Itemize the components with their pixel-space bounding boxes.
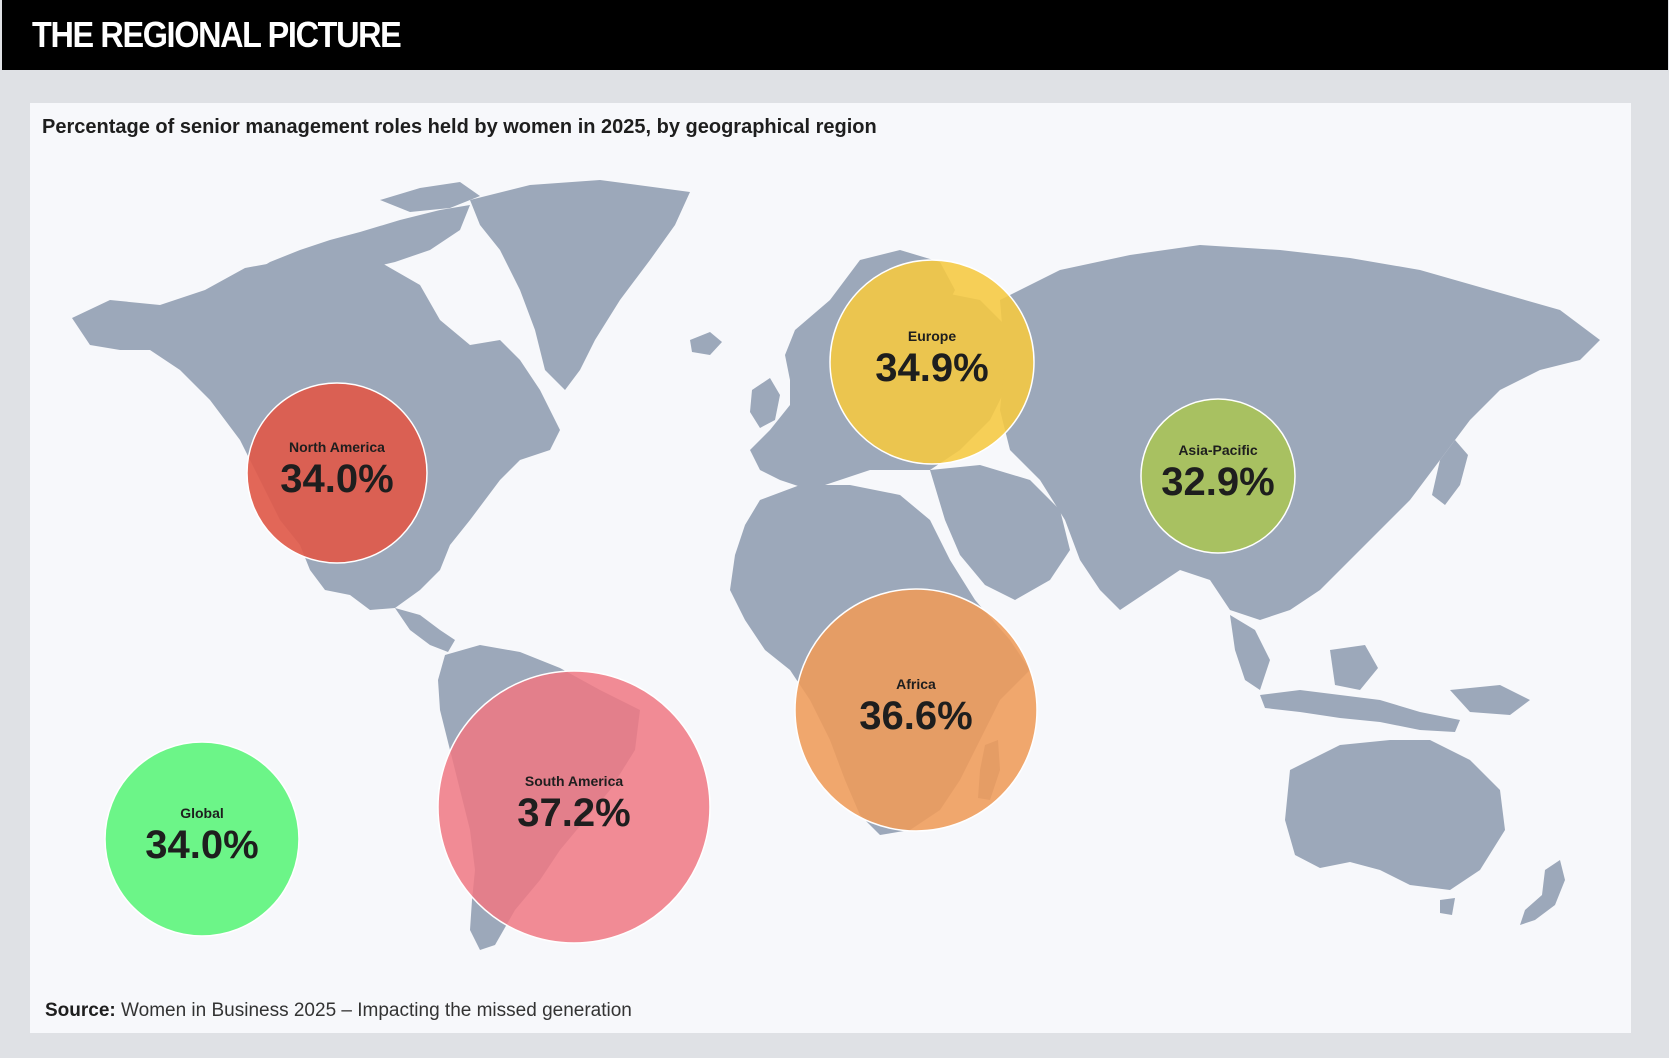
bubble-circle-north-america: [246, 382, 428, 564]
landmass-australia: [1285, 740, 1505, 890]
bubble-value-south-america: 37.2%: [517, 791, 630, 835]
source-note: Source: Women in Business 2025 – Impacti…: [45, 1000, 632, 1022]
bubble-circle-europe: [829, 259, 1035, 465]
landmass-asia: [1000, 245, 1600, 620]
landmass-uk: [750, 378, 780, 428]
bubble-europe: Europe 34.9%: [829, 259, 1035, 465]
header-title: THE REGIONAL PICTURE: [32, 14, 402, 55]
bubble-label-global: Global: [180, 805, 224, 821]
world-landmasses: [72, 180, 1600, 950]
bubble-asia-pacific: Asia-Pacific 32.9%: [1140, 398, 1296, 554]
header-bar: THE REGIONAL PICTURE: [2, 0, 1668, 70]
region-bubbles: North America 34.0% Europe 34.9% Asia-Pacifi…: [104, 259, 1296, 944]
landmass-japan: [1432, 440, 1468, 505]
landmass-new-guinea: [1450, 685, 1530, 715]
landmass-new-zealand: [1520, 860, 1565, 925]
bubble-circle-south-america: [437, 670, 711, 944]
bubble-global: Global 34.0%: [104, 741, 300, 937]
bubble-circle-africa: [794, 588, 1038, 832]
bubble-africa: Africa 36.6%: [794, 588, 1038, 832]
bubble-value-europe: 34.9%: [875, 346, 988, 390]
landmass-iceland: [690, 332, 722, 355]
landmass-arctic-islands-2: [380, 182, 480, 212]
landmass-central-america: [395, 608, 455, 652]
bubble-north-america: North America 34.0%: [246, 382, 428, 564]
bubble-south-america: South America 37.2%: [437, 670, 711, 944]
landmass-greenland: [470, 180, 690, 390]
landmass-arctic-islands: [240, 205, 470, 280]
bubble-value-africa: 36.6%: [859, 694, 972, 738]
source-text: Women in Business 2025 – Impacting the m…: [121, 1000, 632, 1021]
bubble-circle-global: [104, 741, 300, 937]
bubble-label-asia-pacific: Asia-Pacific: [1178, 442, 1258, 458]
landmass-borneo: [1330, 645, 1378, 690]
landmass-indonesia: [1260, 690, 1460, 732]
bubble-circle-asia-pacific: [1140, 398, 1296, 554]
source-label: Source:: [45, 1000, 116, 1021]
bubble-value-global: 34.0%: [145, 823, 258, 867]
bubble-label-africa: Africa: [896, 676, 936, 692]
chart-subtitle: Percentage of senior management roles he…: [42, 116, 877, 138]
bubble-label-europe: Europe: [908, 328, 956, 344]
bubble-label-north-america: North America: [289, 439, 385, 455]
bubble-label-south-america: South America: [525, 773, 623, 789]
bubble-value-asia-pacific: 32.9%: [1161, 460, 1274, 504]
bubble-value-north-america: 34.0%: [280, 457, 393, 501]
landmass-southeast-asia: [1230, 615, 1270, 690]
landmass-tasmania: [1440, 898, 1455, 915]
landmass-middle-east: [930, 465, 1070, 600]
